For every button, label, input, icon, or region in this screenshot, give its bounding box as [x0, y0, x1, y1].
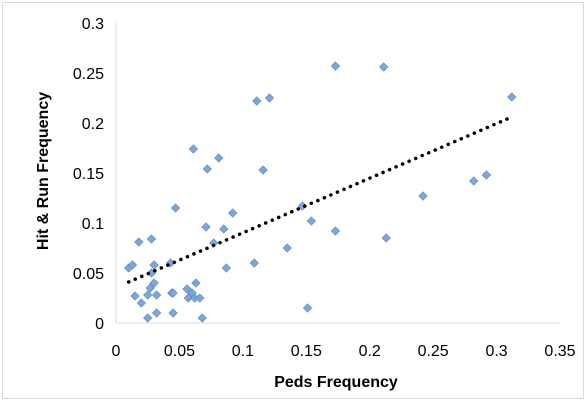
- data-point: [379, 62, 389, 72]
- data-point: [143, 290, 153, 300]
- data-point: [188, 144, 199, 154]
- x-tick-label: 0.35: [544, 343, 575, 360]
- data-point: [249, 258, 259, 268]
- data-point: [258, 165, 268, 175]
- data-point: [507, 92, 517, 102]
- data-point: [282, 243, 292, 253]
- x-tick-labels: 0 0.05 0.1 0.15 0.2 0.25 0.3 0.35: [112, 343, 576, 360]
- data-point: [306, 216, 316, 226]
- y-tick-label: 0.3: [82, 16, 104, 33]
- data-points: [124, 61, 517, 323]
- y-tick-label: 0.05: [73, 266, 104, 283]
- data-point: [202, 164, 212, 174]
- y-tick-label: 0.2: [82, 116, 104, 133]
- data-point: [195, 293, 205, 303]
- y-tick-label: 0: [95, 316, 104, 333]
- y-axis-title: Hit & Run Frequency: [35, 92, 52, 250]
- x-tick-label: 0.05: [164, 343, 195, 360]
- axes: [115, 23, 560, 324]
- data-point: [146, 234, 157, 244]
- data-point: [197, 313, 207, 323]
- data-point: [418, 191, 428, 201]
- data-point: [469, 176, 479, 186]
- data-point: [168, 288, 178, 298]
- trendline: [126, 115, 514, 284]
- data-point: [252, 96, 262, 106]
- data-point: [151, 290, 162, 300]
- data-point: [149, 260, 159, 270]
- data-point: [143, 313, 153, 323]
- data-point: [134, 237, 144, 247]
- data-point: [191, 278, 201, 288]
- data-point: [228, 208, 238, 218]
- y-tick-label: 0.15: [73, 166, 104, 183]
- data-point: [130, 291, 140, 301]
- y-tick-label: 0.25: [73, 66, 104, 83]
- data-point: [264, 93, 275, 103]
- x-tick-label: 0.15: [291, 343, 322, 360]
- x-axis-title: Peds Frequency: [274, 374, 398, 391]
- data-point: [219, 224, 229, 234]
- data-point: [182, 284, 192, 294]
- data-point: [168, 308, 178, 318]
- data-point: [481, 170, 492, 180]
- data-point: [170, 203, 181, 213]
- data-point: [214, 153, 224, 163]
- y-tick-label: 0.1: [82, 216, 104, 233]
- x-tick-label: 0.2: [359, 343, 381, 360]
- data-point: [221, 263, 231, 273]
- y-tick-labels: 0 0.05 0.1 0.15 0.2 0.25 0.3: [73, 16, 104, 333]
- data-point: [381, 233, 391, 243]
- data-point: [302, 303, 313, 313]
- data-point: [201, 222, 211, 232]
- data-point: [136, 298, 146, 308]
- x-tick-label: 0: [112, 343, 121, 360]
- data-point: [151, 308, 162, 318]
- data-point: [330, 61, 341, 71]
- data-point: [149, 278, 159, 288]
- chart-frame: [2, 2, 584, 399]
- x-tick-label: 0.25: [418, 343, 449, 360]
- x-tick-label: 0.1: [232, 343, 254, 360]
- data-point: [127, 260, 138, 270]
- x-tick-label: 0.3: [485, 343, 507, 360]
- data-point: [330, 226, 341, 236]
